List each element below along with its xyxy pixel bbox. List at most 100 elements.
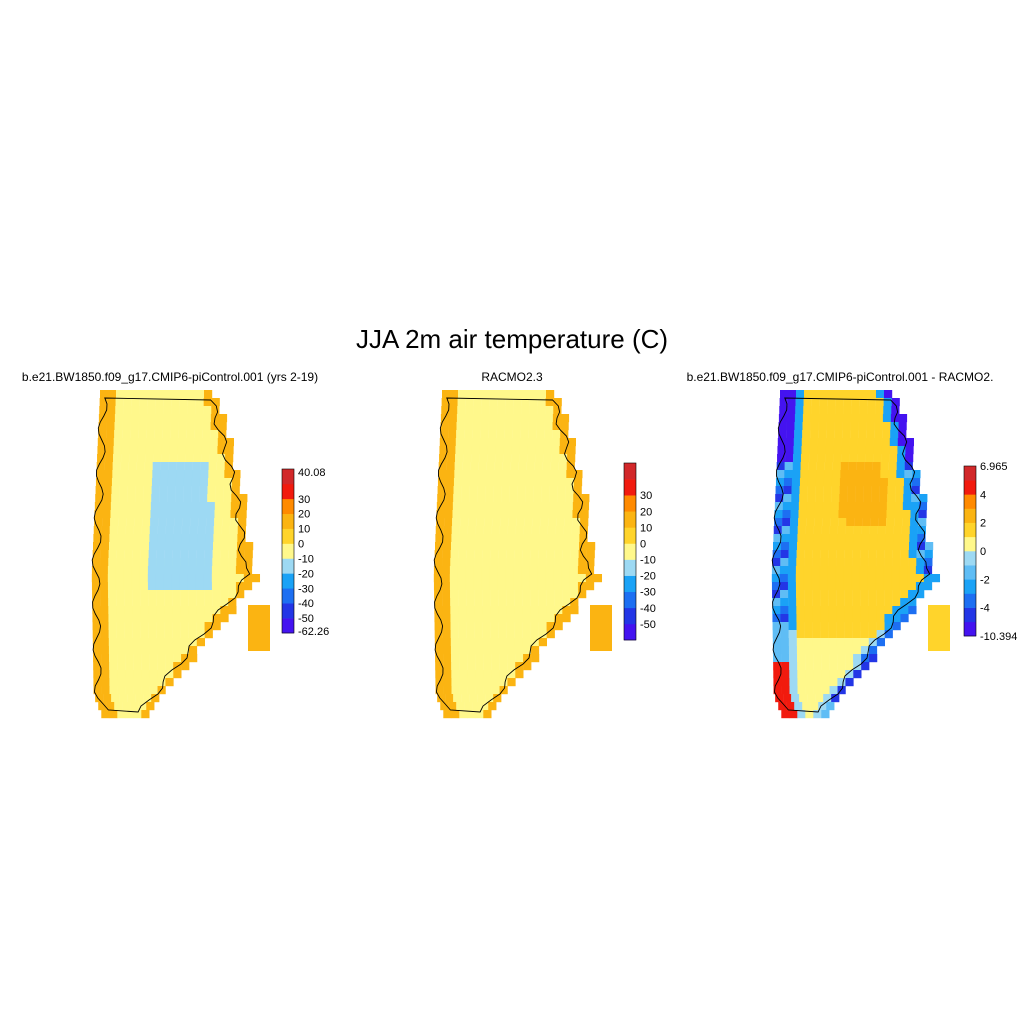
map-grid-cell <box>900 590 909 599</box>
map-grid-cell <box>571 534 580 543</box>
map-grid-cell <box>490 598 499 607</box>
map-grid-cell <box>529 406 538 415</box>
map-grid-cell <box>194 422 203 431</box>
map-grid-cell <box>788 550 797 559</box>
map-grid-cell <box>796 598 805 607</box>
map-grid-cell <box>172 622 181 631</box>
map-grid-cell <box>186 414 196 423</box>
map-grid-cell <box>827 582 837 591</box>
map-grid-cell <box>788 598 797 607</box>
map-grid-cell <box>885 534 894 543</box>
map-grid-cell <box>463 454 472 463</box>
map-grid-cell <box>145 446 154 455</box>
map-grid-cell <box>836 390 845 399</box>
map-grid-cell <box>868 630 877 639</box>
map-grid-cell <box>485 494 494 503</box>
map-grid-cell <box>557 478 567 487</box>
colorbar-frame <box>963 465 977 637</box>
map-grid-cell <box>97 438 106 447</box>
map-grid-cell <box>116 390 125 399</box>
map-grid-cell <box>781 526 790 535</box>
map-grid-cell <box>775 694 784 703</box>
map-grid-cell <box>799 486 808 495</box>
map-grid-cell <box>132 614 141 623</box>
map-grid-cell <box>482 590 491 599</box>
map-grid-cell <box>134 502 144 511</box>
map-grid-cell <box>564 502 574 511</box>
map-grid-cell <box>530 590 539 599</box>
map-grid-cell <box>464 422 473 431</box>
map-grid-cell <box>214 502 224 511</box>
map-grid-cell <box>814 510 823 519</box>
map-grid-cell <box>140 606 149 615</box>
map-grid-cell <box>494 462 503 471</box>
map-grid-cell <box>212 622 221 631</box>
map-grid-cell <box>482 614 491 623</box>
map-grid-cell <box>164 646 174 655</box>
map-grid-cell <box>875 574 885 583</box>
map-grid-cell <box>514 630 523 639</box>
colorbar-swatch <box>624 511 636 528</box>
map-grid-cell <box>91 574 101 583</box>
map-grid-cell <box>522 646 532 655</box>
map-grid-cell <box>819 406 828 415</box>
map-grid-cell <box>911 494 920 503</box>
map-grid-cell <box>174 510 183 519</box>
map-grid-cell <box>236 590 245 599</box>
map-grid-cell <box>228 550 237 559</box>
map-grid-cell <box>150 518 159 527</box>
map-grid-cell <box>127 486 136 495</box>
map-grid-cell <box>881 446 890 455</box>
colorbar-tick-label: -2 <box>980 574 990 586</box>
map-grid-cell <box>483 686 492 695</box>
map-grid-cell <box>892 606 901 615</box>
map-grid-cell <box>99 566 109 575</box>
map-grid-cell <box>141 534 150 543</box>
map-grid-cell <box>838 518 847 527</box>
map-grid-cell <box>798 518 807 527</box>
map-grid-cell <box>191 486 200 495</box>
map-grid-cell <box>807 486 816 495</box>
map-grid-cell <box>251 574 261 583</box>
map-grid-cell <box>570 606 579 615</box>
map-grid-cell <box>833 454 842 463</box>
map-grid-cell <box>855 494 864 503</box>
map-grid-cell <box>522 558 531 567</box>
map-grid-cell <box>530 606 539 615</box>
map-grid-cell <box>532 518 541 527</box>
map-grid-cell <box>876 598 885 607</box>
map-grid-cell <box>121 454 130 463</box>
map-grid-cell <box>450 558 459 567</box>
map-grid-cell <box>902 502 912 511</box>
map-grid-cell <box>534 470 543 479</box>
colorbar-swatch <box>964 621 976 637</box>
map-grid-cell <box>499 662 508 671</box>
map-grid-cell <box>192 462 201 471</box>
map-grid-cell <box>464 414 474 423</box>
map-grid-cell <box>845 526 854 535</box>
map-grid-cell <box>165 526 174 535</box>
map-grid-cell <box>843 398 852 407</box>
map-grid-cell <box>860 590 869 599</box>
map-grid-cell <box>829 678 838 687</box>
map-grid-cell <box>103 478 113 487</box>
map-grid-cell <box>156 638 166 647</box>
map-grid-cell <box>450 606 459 615</box>
map-grid-cell <box>114 414 124 423</box>
map-grid-cell <box>796 614 805 623</box>
map-grid-cell <box>154 414 164 423</box>
map-grid-cell <box>212 598 221 607</box>
map-grid-cell <box>846 518 855 527</box>
map-grid-cell <box>187 582 197 591</box>
map-grid-cell <box>206 502 216 511</box>
map-grid-cell <box>106 422 115 431</box>
map-grid-cell <box>842 430 851 439</box>
map-grid-cell <box>504 414 514 423</box>
map-grid-cell <box>227 574 237 583</box>
map-grid-cell <box>868 646 878 655</box>
map-grid-cell <box>450 646 460 655</box>
map-grid-cell <box>506 614 515 623</box>
map-grid-cell <box>554 606 563 615</box>
map-grid-cell <box>844 598 853 607</box>
map-grid-cell <box>509 486 518 495</box>
